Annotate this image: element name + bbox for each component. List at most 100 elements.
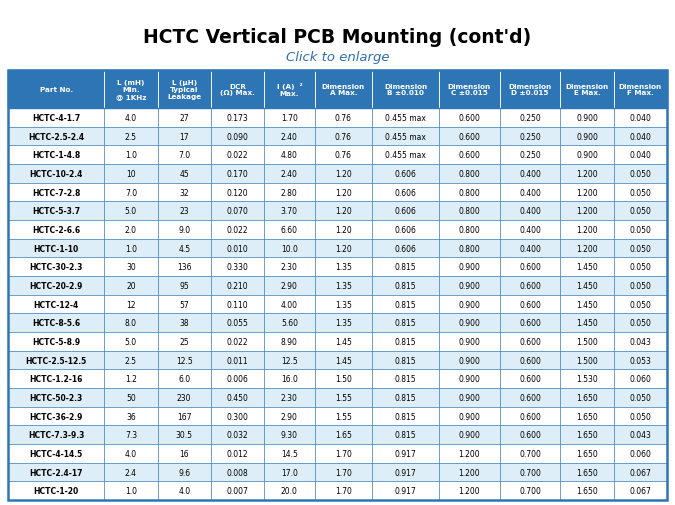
Bar (8, 221, 104, 239)
Bar (157, 388, 211, 407)
Bar (439, 314, 500, 332)
Bar (264, 463, 315, 481)
Bar (104, 221, 157, 239)
Text: 2.30: 2.30 (281, 393, 298, 402)
Bar (157, 146, 211, 165)
Bar (315, 370, 373, 388)
Text: 0.022: 0.022 (227, 151, 248, 160)
Bar (211, 388, 264, 407)
Bar (264, 295, 315, 314)
Text: 0.043: 0.043 (629, 337, 651, 346)
Bar (500, 407, 560, 426)
Bar (104, 314, 157, 332)
Text: 2.90: 2.90 (281, 281, 298, 290)
Bar (157, 239, 211, 258)
Bar (614, 183, 667, 202)
Text: 5.0: 5.0 (125, 337, 137, 346)
Text: HCTC-8-5.6: HCTC-8-5.6 (32, 319, 80, 328)
Bar (211, 183, 264, 202)
Text: 14.5: 14.5 (281, 449, 298, 458)
Text: 1.70: 1.70 (335, 449, 352, 458)
Bar (315, 165, 373, 183)
Text: 0.053: 0.053 (629, 356, 651, 365)
Bar (211, 127, 264, 146)
Bar (614, 276, 667, 295)
Text: 0.050: 0.050 (629, 188, 651, 197)
Text: 0.455 max: 0.455 max (385, 132, 426, 141)
Text: 0.250: 0.250 (519, 114, 541, 123)
Text: 0.400: 0.400 (519, 170, 541, 178)
Text: 25: 25 (180, 337, 189, 346)
Text: 0.600: 0.600 (519, 263, 541, 272)
Bar (614, 351, 667, 370)
Text: 1.50: 1.50 (335, 374, 352, 383)
Text: Dimension
D ±0.015: Dimension D ±0.015 (508, 83, 551, 96)
Bar (8, 314, 104, 332)
Text: 38: 38 (180, 319, 189, 328)
Bar (500, 351, 560, 370)
Text: 1.45: 1.45 (335, 337, 352, 346)
Bar (211, 239, 264, 258)
Bar (373, 239, 439, 258)
Text: 0.815: 0.815 (395, 263, 416, 272)
Bar (157, 127, 211, 146)
Bar (560, 276, 614, 295)
Text: 9.30: 9.30 (281, 430, 298, 439)
Bar (315, 463, 373, 481)
Bar (614, 481, 667, 500)
Bar (560, 258, 614, 276)
Bar (8, 351, 104, 370)
Bar (560, 239, 614, 258)
Text: 27: 27 (180, 114, 189, 123)
Bar (439, 295, 500, 314)
Bar (8, 239, 104, 258)
Text: 0.900: 0.900 (458, 281, 480, 290)
Bar (315, 332, 373, 351)
Bar (264, 127, 315, 146)
Bar (315, 295, 373, 314)
Text: 9.0: 9.0 (178, 225, 190, 234)
Bar (264, 370, 315, 388)
Bar (104, 239, 157, 258)
Bar (157, 202, 211, 221)
Text: 0.210: 0.210 (227, 281, 248, 290)
Bar (439, 127, 500, 146)
Bar (373, 481, 439, 500)
Bar (8, 202, 104, 221)
Bar (104, 295, 157, 314)
Text: 0.800: 0.800 (458, 188, 480, 197)
Bar (104, 165, 157, 183)
Bar (560, 351, 614, 370)
Bar (373, 183, 439, 202)
Bar (211, 351, 264, 370)
Text: 8.0: 8.0 (125, 319, 137, 328)
Bar (211, 295, 264, 314)
Text: HCTC-10-2.4: HCTC-10-2.4 (30, 170, 83, 178)
Bar (315, 239, 373, 258)
Bar (500, 370, 560, 388)
Text: 0.800: 0.800 (458, 170, 480, 178)
Bar (439, 351, 500, 370)
Text: 0.900: 0.900 (576, 151, 598, 160)
Text: 0.067: 0.067 (629, 468, 651, 477)
Bar (315, 407, 373, 426)
Text: 7.3: 7.3 (125, 430, 137, 439)
Text: 4.0: 4.0 (178, 486, 190, 495)
Bar (614, 314, 667, 332)
Text: 0.040: 0.040 (629, 114, 651, 123)
Text: 1.650: 1.650 (576, 486, 598, 495)
Bar (211, 407, 264, 426)
Text: 167: 167 (177, 412, 192, 421)
Bar (104, 71, 157, 109)
Bar (373, 388, 439, 407)
Bar (500, 444, 560, 463)
Bar (500, 388, 560, 407)
Text: 0.600: 0.600 (519, 374, 541, 383)
Text: HCTC-2-6.6: HCTC-2-6.6 (32, 225, 80, 234)
Bar (157, 426, 211, 444)
Bar (500, 183, 560, 202)
Text: 1.450: 1.450 (576, 300, 598, 309)
Text: 0.600: 0.600 (519, 356, 541, 365)
Bar (315, 202, 373, 221)
Bar (315, 276, 373, 295)
